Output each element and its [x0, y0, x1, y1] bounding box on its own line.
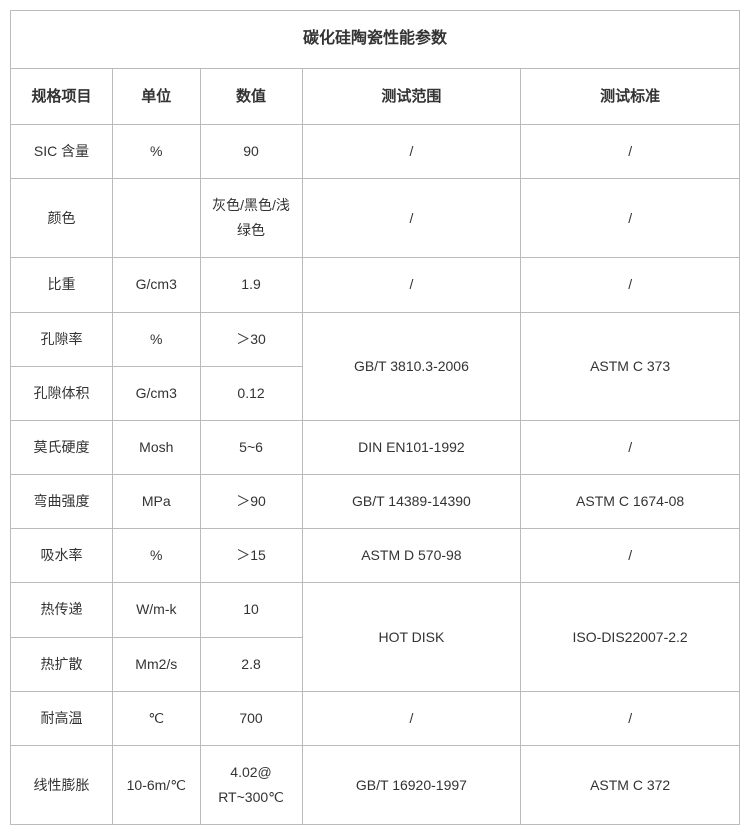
header-range: 测试范围 [302, 68, 521, 124]
cell-range-merged: HOT DISK [302, 583, 521, 691]
title-row: 碳化硅陶瓷性能参数 [11, 11, 740, 69]
table-row: 莫氏硬度 Mosh 5~6 DIN EN101-1992 / [11, 420, 740, 474]
cell-std: / [521, 124, 740, 178]
cell-spec: 孔隙率 [11, 312, 113, 366]
cell-unit: W/m-k [113, 583, 200, 637]
cell-std: / [521, 258, 740, 312]
cell-range: DIN EN101-1992 [302, 420, 521, 474]
cell-value: 700 [200, 691, 302, 745]
cell-spec: SIC 含量 [11, 124, 113, 178]
cell-std: / [521, 420, 740, 474]
table-row: 弯曲强度 MPa ＞90 GB/T 14389-14390 ASTM C 167… [11, 475, 740, 529]
cell-spec: 颜色 [11, 178, 113, 257]
table-row: 孔隙率 % ＞30 GB/T 3810.3-2006 ASTM C 373 [11, 312, 740, 366]
cell-unit: Mosh [113, 420, 200, 474]
cell-std-merged: ASTM C 373 [521, 312, 740, 420]
table-title: 碳化硅陶瓷性能参数 [11, 11, 740, 69]
cell-spec: 热扩散 [11, 637, 113, 691]
cell-value: 2.8 [200, 637, 302, 691]
cell-std: / [521, 691, 740, 745]
cell-value: 10 [200, 583, 302, 637]
header-value: 数值 [200, 68, 302, 124]
header-spec: 规格项目 [11, 68, 113, 124]
cell-spec: 孔隙体积 [11, 366, 113, 420]
cell-spec: 线性膨胀 [11, 746, 113, 825]
cell-unit: G/cm3 [113, 366, 200, 420]
cell-unit: G/cm3 [113, 258, 200, 312]
table-row: 耐高温 ℃ 700 / / [11, 691, 740, 745]
cell-std-merged: ISO-DIS22007-2.2 [521, 583, 740, 691]
table-row: 比重 G/cm3 1.9 / / [11, 258, 740, 312]
cell-range: / [302, 258, 521, 312]
cell-unit: Mm2/s [113, 637, 200, 691]
cell-spec: 莫氏硬度 [11, 420, 113, 474]
cell-value: ＞30 [200, 312, 302, 366]
cell-unit: % [113, 124, 200, 178]
cell-range: / [302, 178, 521, 257]
cell-value: 90 [200, 124, 302, 178]
header-row: 规格项目 单位 数值 测试范围 测试标准 [11, 68, 740, 124]
cell-range: ASTM D 570-98 [302, 529, 521, 583]
cell-std: / [521, 178, 740, 257]
table-row: SIC 含量 % 90 / / [11, 124, 740, 178]
cell-value: ＞15 [200, 529, 302, 583]
cell-spec: 弯曲强度 [11, 475, 113, 529]
cell-std: / [521, 529, 740, 583]
table-row: 吸水率 % ＞15 ASTM D 570-98 / [11, 529, 740, 583]
cell-spec: 热传递 [11, 583, 113, 637]
table-row: 热传递 W/m-k 10 HOT DISK ISO-DIS22007-2.2 [11, 583, 740, 637]
cell-unit: ℃ [113, 691, 200, 745]
table-row: 颜色 灰色/黑色/浅绿色 / / [11, 178, 740, 257]
cell-unit: MPa [113, 475, 200, 529]
cell-range: GB/T 16920-1997 [302, 746, 521, 825]
cell-unit: % [113, 529, 200, 583]
header-std: 测试标准 [521, 68, 740, 124]
cell-value: 灰色/黑色/浅绿色 [200, 178, 302, 257]
cell-range: / [302, 691, 521, 745]
cell-spec: 比重 [11, 258, 113, 312]
cell-unit [113, 178, 200, 257]
cell-value: 5~6 [200, 420, 302, 474]
cell-value: ＞90 [200, 475, 302, 529]
cell-value: 4.02@ RT~300℃ [200, 746, 302, 825]
cell-std: ASTM C 372 [521, 746, 740, 825]
header-unit: 单位 [113, 68, 200, 124]
cell-spec: 吸水率 [11, 529, 113, 583]
cell-value: 1.9 [200, 258, 302, 312]
cell-range: GB/T 14389-14390 [302, 475, 521, 529]
cell-unit: 10-6m/℃ [113, 746, 200, 825]
cell-range-merged: GB/T 3810.3-2006 [302, 312, 521, 420]
cell-unit: % [113, 312, 200, 366]
cell-spec: 耐高温 [11, 691, 113, 745]
cell-range: / [302, 124, 521, 178]
cell-value: 0.12 [200, 366, 302, 420]
spec-table: 碳化硅陶瓷性能参数 规格项目 单位 数值 测试范围 测试标准 SIC 含量 % … [10, 10, 740, 825]
table-row: 线性膨胀 10-6m/℃ 4.02@ RT~300℃ GB/T 16920-19… [11, 746, 740, 825]
cell-std: ASTM C 1674-08 [521, 475, 740, 529]
